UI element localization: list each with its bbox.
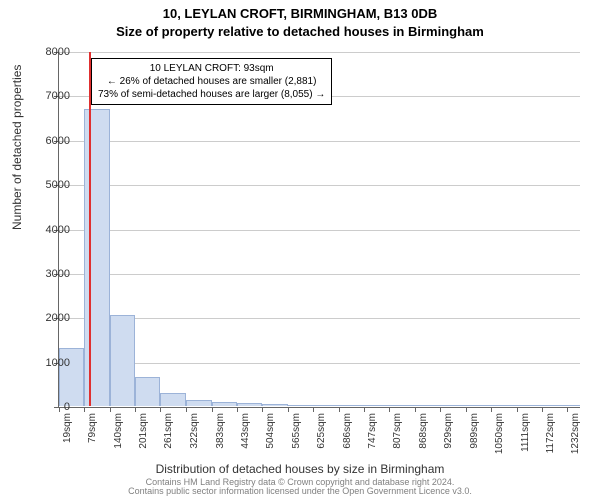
gridline [59, 52, 580, 53]
x-tick-mark [288, 407, 289, 412]
x-tick-mark [313, 407, 314, 412]
x-tick-label: 565sqm [291, 413, 302, 461]
histogram-bar [186, 400, 212, 406]
gridline [59, 141, 580, 142]
x-tick-label: 19sqm [62, 413, 73, 461]
histogram-bar [262, 404, 288, 406]
histogram-bar [491, 405, 517, 406]
x-tick-label: 868sqm [418, 413, 429, 461]
y-tick-label: 7000 [30, 90, 70, 102]
x-tick-label: 929sqm [443, 413, 454, 461]
histogram-bar [237, 403, 263, 406]
chart-container: 10, LEYLAN CROFT, BIRMINGHAM, B13 0DB Si… [0, 0, 600, 500]
x-tick-label: 261sqm [163, 413, 174, 461]
footer-line2: Contains public sector information licen… [0, 487, 600, 496]
x-tick-label: 504sqm [265, 413, 276, 461]
gridline [59, 185, 580, 186]
histogram-bar [339, 405, 365, 406]
y-tick-label: 6000 [30, 135, 70, 147]
histogram-bar [160, 393, 186, 406]
x-tick-mark [262, 407, 263, 412]
x-tick-mark [364, 407, 365, 412]
x-tick-label: 383sqm [215, 413, 226, 461]
histogram-bar [212, 402, 237, 406]
histogram-bar [440, 405, 465, 406]
annotation-line2: ← 26% of detached houses are smaller (2,… [98, 75, 325, 88]
x-tick-label: 989sqm [469, 413, 480, 461]
histogram-bar [415, 405, 441, 406]
histogram-bar [288, 405, 313, 407]
y-tick-label: 0 [30, 401, 70, 413]
x-tick-mark [212, 407, 213, 412]
y-tick-label: 3000 [30, 268, 70, 280]
histogram-bar [567, 405, 580, 406]
x-tick-label: 686sqm [342, 413, 353, 461]
annotation-line1: 10 LEYLAN CROFT: 93sqm [98, 62, 325, 75]
y-tick-label: 8000 [30, 46, 70, 58]
histogram-bar [466, 405, 492, 406]
x-tick-mark [110, 407, 111, 412]
gridline [59, 318, 580, 319]
x-tick-mark [84, 407, 85, 412]
x-tick-mark [415, 407, 416, 412]
histogram-bar [110, 315, 136, 406]
histogram-bar [364, 405, 389, 406]
histogram-bar [135, 377, 160, 406]
y-axis-label: Number of detached properties [10, 65, 24, 230]
histogram-bar [517, 405, 543, 406]
x-tick-label: 140sqm [113, 413, 124, 461]
x-tick-label: 1050sqm [494, 413, 505, 461]
x-tick-label: 807sqm [392, 413, 403, 461]
x-tick-mark [517, 407, 518, 412]
x-tick-mark [186, 407, 187, 412]
histogram-bar [389, 405, 415, 406]
x-tick-label: 201sqm [138, 413, 149, 461]
y-tick-label: 1000 [30, 357, 70, 369]
x-tick-mark [339, 407, 340, 412]
gridline [59, 274, 580, 275]
x-tick-mark [237, 407, 238, 412]
chart-title-line1: 10, LEYLAN CROFT, BIRMINGHAM, B13 0DB [0, 6, 600, 21]
y-tick-label: 2000 [30, 312, 70, 324]
gridline [59, 230, 580, 231]
x-tick-mark [466, 407, 467, 412]
x-tick-label: 1232sqm [570, 413, 581, 461]
x-tick-mark [160, 407, 161, 412]
x-tick-label: 322sqm [189, 413, 200, 461]
histogram-bar [313, 405, 339, 406]
x-tick-label: 625sqm [316, 413, 327, 461]
x-tick-label: 1172sqm [545, 413, 556, 461]
y-tick-label: 5000 [30, 179, 70, 191]
annotation-line3: 73% of semi-detached houses are larger (… [98, 88, 325, 101]
marker-line [89, 52, 91, 406]
x-tick-mark [440, 407, 441, 412]
y-tick-label: 4000 [30, 224, 70, 236]
x-tick-label: 443sqm [240, 413, 251, 461]
footer-attribution: Contains HM Land Registry data © Crown c… [0, 478, 600, 496]
x-tick-mark [491, 407, 492, 412]
gridline [59, 363, 580, 364]
plot-area [58, 52, 580, 408]
chart-title-line2: Size of property relative to detached ho… [0, 24, 600, 39]
x-tick-label: 79sqm [87, 413, 98, 461]
x-tick-mark [542, 407, 543, 412]
x-tick-mark [389, 407, 390, 412]
x-tick-label: 1111sqm [520, 413, 531, 461]
x-tick-label: 747sqm [367, 413, 378, 461]
x-tick-mark [567, 407, 568, 412]
histogram-bar [84, 109, 110, 406]
annotation-box: 10 LEYLAN CROFT: 93sqm ← 26% of detached… [91, 58, 332, 105]
histogram-bar [542, 405, 567, 406]
x-tick-mark [135, 407, 136, 412]
x-axis-label: Distribution of detached houses by size … [0, 462, 600, 476]
